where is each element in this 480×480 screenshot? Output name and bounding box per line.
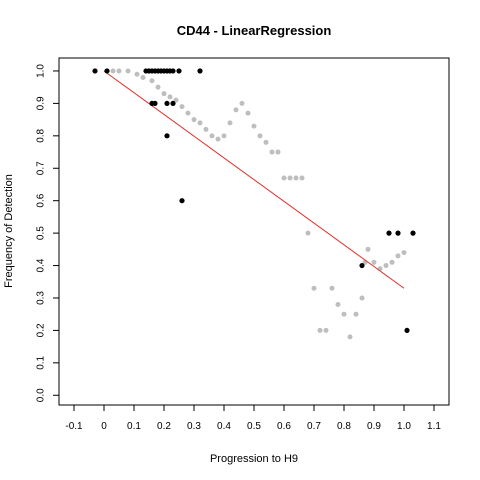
smoothed-point xyxy=(209,133,215,139)
smoothed-point xyxy=(341,311,347,317)
smoothed-point xyxy=(149,78,155,84)
x-tick-label: 0.3 xyxy=(187,421,201,432)
smoothed-point xyxy=(335,301,341,307)
observed-point xyxy=(386,230,392,236)
observed-point xyxy=(179,198,185,204)
smoothed-point xyxy=(116,68,122,74)
observed-point xyxy=(395,230,401,236)
y-axis: 0.0 0.1 0.2 0.3 0.4 0.5 0.6 0.7 0.8 0.9 1.0 xyxy=(36,64,59,402)
x-tick-label: 1.1 xyxy=(427,421,441,432)
smoothed-point xyxy=(197,120,203,126)
x-tick-label: 0.8 xyxy=(337,421,351,432)
smoothed-point xyxy=(269,149,275,155)
observed-point xyxy=(164,100,170,107)
regression-line-segment xyxy=(103,70,405,289)
smoothed-point xyxy=(383,263,389,269)
smoothed-point xyxy=(140,74,146,80)
chart-title: CD44 - LinearRegression xyxy=(177,23,332,38)
observed-point xyxy=(176,68,182,74)
x-tick-label: 1.0 xyxy=(397,421,411,432)
observed-point xyxy=(92,68,98,74)
y-axis-label: Frequency of Detection xyxy=(3,174,15,288)
smoothed-point xyxy=(134,71,140,77)
x-tick-label: 0.7 xyxy=(307,421,321,432)
y-tick-label: 0.4 xyxy=(36,258,47,272)
smoothed-point xyxy=(155,84,161,90)
smoothed-point xyxy=(251,123,257,129)
smoothed-point xyxy=(221,133,227,139)
smoothed-point xyxy=(167,94,173,100)
smoothed-point xyxy=(263,139,269,145)
x-tick-label: 0.5 xyxy=(247,421,261,432)
smoothed-point xyxy=(329,285,335,291)
smoothed-point xyxy=(257,133,263,139)
observed-point xyxy=(164,133,170,139)
x-tick-label: 0.4 xyxy=(217,421,231,432)
y-tick-label: 0.5 xyxy=(36,226,47,240)
x-axis-label: Progression to H9 xyxy=(210,453,298,465)
smoothed-point xyxy=(245,110,251,116)
x-tick-label: 0.6 xyxy=(277,421,291,432)
observed-point xyxy=(104,68,110,74)
x-tick-label: 0.1 xyxy=(127,421,141,432)
observed-point xyxy=(170,100,176,107)
smoothed-point xyxy=(389,259,395,265)
smoothed-point xyxy=(179,104,185,110)
y-tick-label: 0.8 xyxy=(36,128,47,142)
observed-point xyxy=(197,68,203,74)
smoothed-point xyxy=(125,68,131,74)
smoothed-point xyxy=(239,100,245,106)
smoothed-point xyxy=(323,327,329,333)
y-tick-label: 1.0 xyxy=(36,64,47,78)
smoothed-point xyxy=(293,175,299,181)
smoothed-point xyxy=(215,136,221,142)
smoothed-point xyxy=(233,107,239,113)
smoothed-point xyxy=(347,334,353,340)
smoothed-point xyxy=(185,110,191,116)
smoothed-point xyxy=(401,250,407,256)
observed-point xyxy=(359,262,365,269)
observed-point xyxy=(170,68,176,74)
smoothed-point xyxy=(371,259,377,265)
x-axis: -0.1 0 0.1 0.2 0.3 0.4 0.5 0.6 0.7 0.8 0.9 1.0 1.1 xyxy=(65,405,441,432)
smoothed-point xyxy=(359,295,365,301)
smoothed-point xyxy=(317,327,323,333)
smoothed-point xyxy=(203,126,209,132)
smoothed-point xyxy=(287,175,293,181)
y-tick-label: 0.0 xyxy=(36,388,47,402)
smoothed-point xyxy=(191,117,197,123)
y-tick-label: 0.2 xyxy=(36,323,47,337)
observed-point xyxy=(152,100,158,107)
smoothed-point xyxy=(365,246,371,252)
y-tick-label: 0.6 xyxy=(36,193,47,207)
smoothed-point xyxy=(275,149,281,155)
regression-line xyxy=(103,70,405,289)
y-tick-label: 0.7 xyxy=(36,161,47,175)
smoothed-point xyxy=(305,230,311,236)
y-tick-label: 0.3 xyxy=(36,291,47,305)
smoothed-point xyxy=(353,311,359,317)
smoothed-point xyxy=(161,91,167,97)
smoothed-point xyxy=(227,120,233,126)
x-tick-label: 0 xyxy=(101,421,107,432)
x-tick-label: 0.2 xyxy=(157,421,171,432)
smoothed-point xyxy=(311,285,317,291)
smoothed-point xyxy=(110,68,116,74)
smoothed-point xyxy=(395,253,401,259)
y-tick-label: 0.1 xyxy=(36,355,47,369)
observed-series xyxy=(92,68,416,334)
smoothed-point xyxy=(281,175,287,181)
x-tick-label: 0.9 xyxy=(367,421,381,432)
smoothed-point xyxy=(173,97,179,103)
y-tick-label: 0.9 xyxy=(36,96,47,110)
smoothed-series xyxy=(110,68,407,340)
x-tick-label: -0.1 xyxy=(65,421,83,432)
smoothed-point xyxy=(299,175,305,181)
observed-point xyxy=(410,230,416,236)
observed-point xyxy=(404,327,410,334)
